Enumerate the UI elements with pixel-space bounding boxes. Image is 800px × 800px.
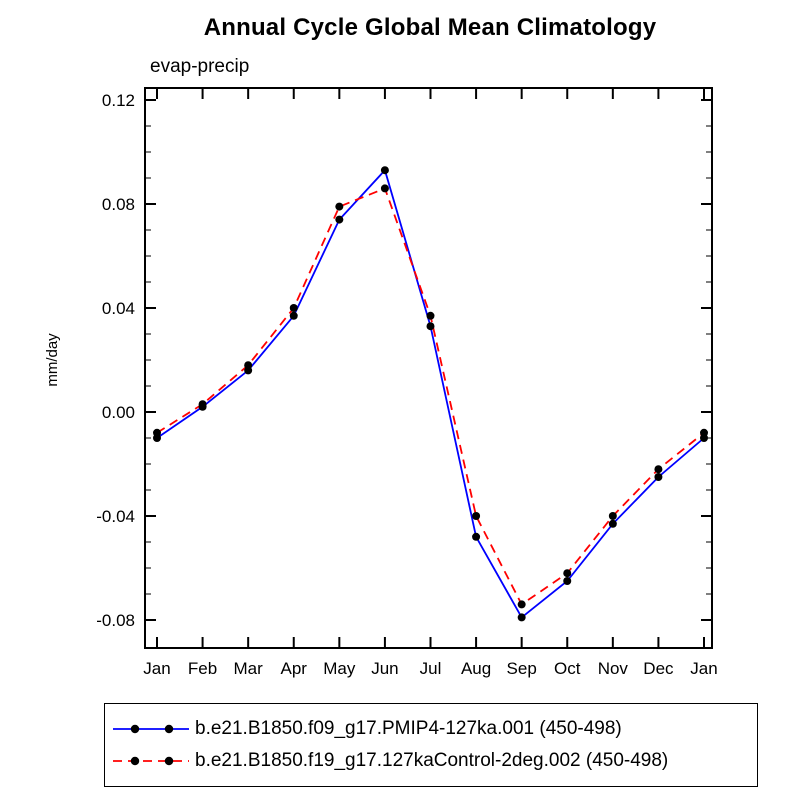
x-tick-label: Jun — [371, 659, 398, 678]
data-point-s1 — [289, 304, 298, 312]
plot-frame — [144, 87, 713, 649]
legend-swatch-solid-line — [113, 724, 189, 734]
x-tick-label: Dec — [643, 659, 674, 678]
y-tick-label: 0.12 — [102, 91, 135, 110]
legend-entry-1: b.e21.B1850.f19_g17.127kaControl-2deg.00… — [111, 750, 751, 772]
series-line-1 — [156, 187, 705, 606]
data-point-s1 — [563, 569, 572, 578]
x-tick-label: Apr — [281, 659, 308, 678]
data-point-s1 — [517, 600, 526, 609]
data-point-s1 — [153, 428, 161, 437]
legend-box: b.e21.B1850.f09_g17.PMIP4-127ka.001 (450… — [104, 703, 758, 787]
x-tick-label: Jul — [420, 659, 442, 678]
data-point-s0 — [426, 322, 435, 331]
legend-label-0: b.e21.B1850.f09_g17.PMIP4-127ka.001 (450… — [195, 718, 622, 739]
legend-swatch-dashed-line — [113, 756, 189, 766]
y-tick-label: 0.08 — [102, 195, 135, 214]
x-tick-label: Aug — [461, 659, 491, 678]
x-tick-label: Sep — [507, 659, 537, 678]
data-point-s0 — [517, 613, 526, 622]
x-tick-label: Feb — [188, 659, 217, 678]
data-point-s1 — [700, 428, 708, 437]
legend-label-1: b.e21.B1850.f19_g17.127kaControl-2deg.00… — [195, 750, 669, 771]
chart-subtitle: evap-precip — [150, 56, 250, 77]
legend-marker — [130, 756, 140, 766]
data-point-s1 — [654, 465, 663, 474]
data-point-s0 — [608, 519, 617, 528]
x-tick-label: May — [323, 659, 356, 678]
data-point-s1 — [198, 400, 207, 409]
y-axis-label: mm/day — [44, 333, 61, 387]
x-tick-label: Nov — [598, 659, 629, 678]
y-tick-label: 0.00 — [102, 403, 135, 422]
data-point-s0 — [335, 215, 344, 224]
data-point-s1 — [244, 361, 253, 370]
legend-entry-0: b.e21.B1850.f09_g17.PMIP4-127ka.001 (450… — [111, 718, 751, 740]
legend-marker — [164, 724, 174, 734]
data-point-s0 — [380, 166, 389, 175]
series-line-0 — [156, 168, 705, 619]
data-point-s0 — [289, 311, 298, 320]
x-tick-label: Jan — [143, 659, 170, 678]
data-point-s1 — [380, 184, 389, 193]
data-point-s0 — [563, 577, 572, 585]
x-tick-label: Mar — [234, 659, 264, 678]
y-tick-label: -0.04 — [96, 507, 135, 526]
chart-title: Annual Cycle Global Mean Climatology — [203, 14, 657, 41]
data-point-s1 — [608, 512, 617, 520]
x-tick-label: Jan — [690, 659, 717, 678]
data-point-s1 — [335, 202, 344, 211]
legend-marker — [130, 724, 140, 734]
data-point-s1 — [426, 311, 435, 320]
x-tick-label: Oct — [554, 659, 581, 678]
data-point-s1 — [472, 512, 481, 520]
data-point-s0 — [654, 473, 663, 481]
data-point-s0 — [472, 532, 481, 541]
y-tick-label: -0.08 — [96, 611, 135, 630]
y-tick-label: 0.04 — [102, 299, 135, 318]
legend-marker — [164, 756, 174, 766]
